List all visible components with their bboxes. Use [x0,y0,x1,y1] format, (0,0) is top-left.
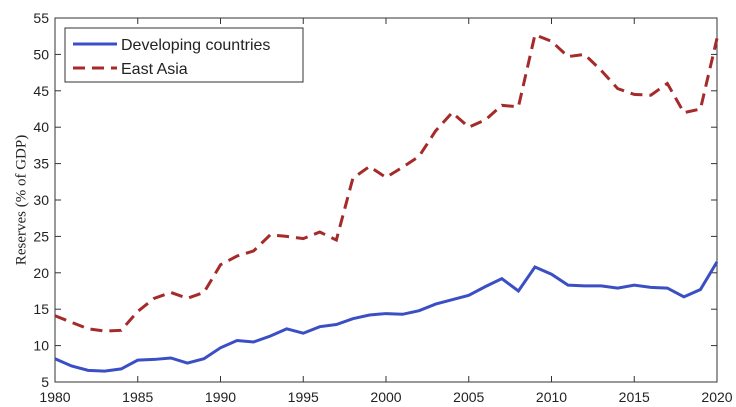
y-tick-label: 15 [33,301,49,317]
legend-box [64,27,304,83]
y-tick-label: 40 [33,119,49,135]
x-tick-label: 2005 [453,389,484,405]
y-tick-label: 35 [33,156,49,172]
y-tick-label: 55 [33,10,49,26]
x-tick-label: 2020 [701,389,732,405]
y-tick-label: 30 [33,192,49,208]
x-tick-label: 1980 [39,389,70,405]
x-tick-label: 2015 [619,389,650,405]
x-tick-label: 1985 [122,389,153,405]
x-tick-label: 1990 [205,389,236,405]
y-tick-label: 50 [33,46,49,62]
legend-label: East Asia [121,61,188,78]
y-tick-label: 20 [33,265,49,281]
x-tick-label: 2000 [370,389,401,405]
data-line [54,261,719,373]
x-tick-label: 1995 [288,389,319,405]
y-tick-label: 5 [41,374,49,390]
legend-label: Developing countries [121,37,270,54]
data-line [54,32,719,333]
y-tick-label: 45 [33,83,49,99]
y-axis-label: Reserves (% of GDP) [13,135,29,265]
x-tick-label: 2010 [536,389,567,405]
y-tick-label: 10 [33,338,49,354]
y-tick-label: 25 [33,228,49,244]
